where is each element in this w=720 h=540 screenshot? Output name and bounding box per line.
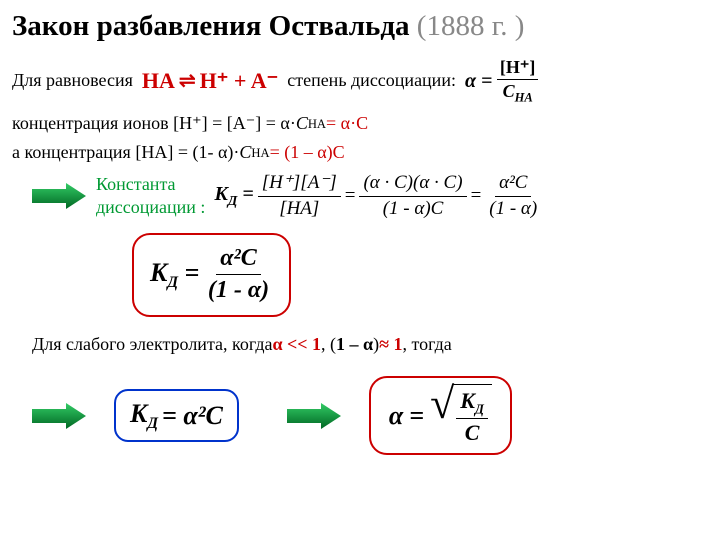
kd-boxed-line: KД = α²C (1 - α) bbox=[132, 233, 708, 316]
kd-simple-box: KД = α²C bbox=[114, 389, 239, 442]
kd-main-frac: α²C (1 - α) bbox=[204, 243, 273, 306]
kd-main-formula-box: KД = α²C (1 - α) bbox=[132, 233, 291, 316]
kd-derivation: KД = [H⁺][A⁻] [HA] = (α · C)(α · C) (1 -… bbox=[214, 171, 541, 221]
alpha-num: [H⁺] bbox=[497, 56, 539, 80]
c-sym: C bbox=[296, 112, 308, 135]
ha-concentration-line: а концентрация [HA] = (1- α)·CHA = (1 – … bbox=[12, 141, 708, 164]
arrow-icon-3 bbox=[287, 401, 341, 431]
approx-one: ≈ 1 bbox=[379, 333, 402, 356]
c-sym2: C bbox=[239, 141, 251, 164]
ha-conc-text: а концентрация [HA] = (1- α)· bbox=[12, 141, 239, 164]
ha-conc-tail: = (1 – α)C bbox=[270, 141, 345, 164]
equilibrium-pre: Для равновесия bbox=[12, 69, 133, 92]
kd-derivation-line: Константа диссоциации : KД = [H⁺][A⁻] [H… bbox=[12, 171, 708, 221]
page-title: Закон разбавления Оствальда (1888 г. ) bbox=[12, 8, 708, 46]
ion-conc-tail: = α·C bbox=[326, 112, 368, 135]
alpha-den: CHA bbox=[500, 80, 536, 106]
kconst-label: Константа диссоциации : bbox=[96, 173, 205, 220]
ion-conc-text: концентрация ионов [H⁺] = [A⁻] = α· bbox=[12, 112, 296, 135]
products: H⁺ + A⁻ bbox=[200, 67, 279, 96]
alpha-final-sym: α bbox=[389, 399, 403, 433]
one-minus-alpha: 1 – α bbox=[336, 333, 373, 356]
weak-electrolyte-line: Для слабого электролита, когда α << 1 , … bbox=[32, 333, 708, 356]
equilibrium-line: Для равновесия HA ⇌ H⁺ + A⁻ степень дисс… bbox=[12, 56, 708, 106]
alpha-fraction: [H⁺] CHA bbox=[497, 56, 539, 106]
alpha-small: α << 1 bbox=[272, 333, 321, 356]
alpha-eq: α = bbox=[465, 68, 492, 94]
ion-concentration-line: концентрация ионов [H⁺] = [A⁻] = α·CHA =… bbox=[12, 112, 708, 135]
ha-symbol: HA bbox=[142, 67, 175, 96]
frac-3: α²C (1 - α) bbox=[485, 171, 541, 221]
c-sub2: HA bbox=[251, 145, 269, 161]
c-sub: HA bbox=[308, 116, 326, 132]
arrow-icon-1 bbox=[32, 181, 86, 211]
title-main: Закон разбавления Оствальда bbox=[12, 10, 410, 42]
alpha-final-box: α = √ KД C bbox=[369, 376, 512, 455]
weak-text: Для слабого электролита, когда bbox=[32, 333, 272, 356]
final-formulas-line: KД = α²C α = √ KД C bbox=[12, 376, 708, 455]
arrow-icon-2 bbox=[32, 401, 86, 431]
dissoc-degree-label: степень диссоциации: bbox=[287, 69, 456, 92]
title-year: (1888 г. ) bbox=[417, 10, 525, 42]
frac-2: (α · C)(α · C) (1 - α)C bbox=[359, 171, 466, 221]
sqrt-expr: √ KД C bbox=[430, 384, 492, 447]
frac-1: [H⁺][A⁻] [HA] bbox=[258, 171, 341, 221]
equilibrium-arrows: ⇌ bbox=[179, 68, 196, 94]
